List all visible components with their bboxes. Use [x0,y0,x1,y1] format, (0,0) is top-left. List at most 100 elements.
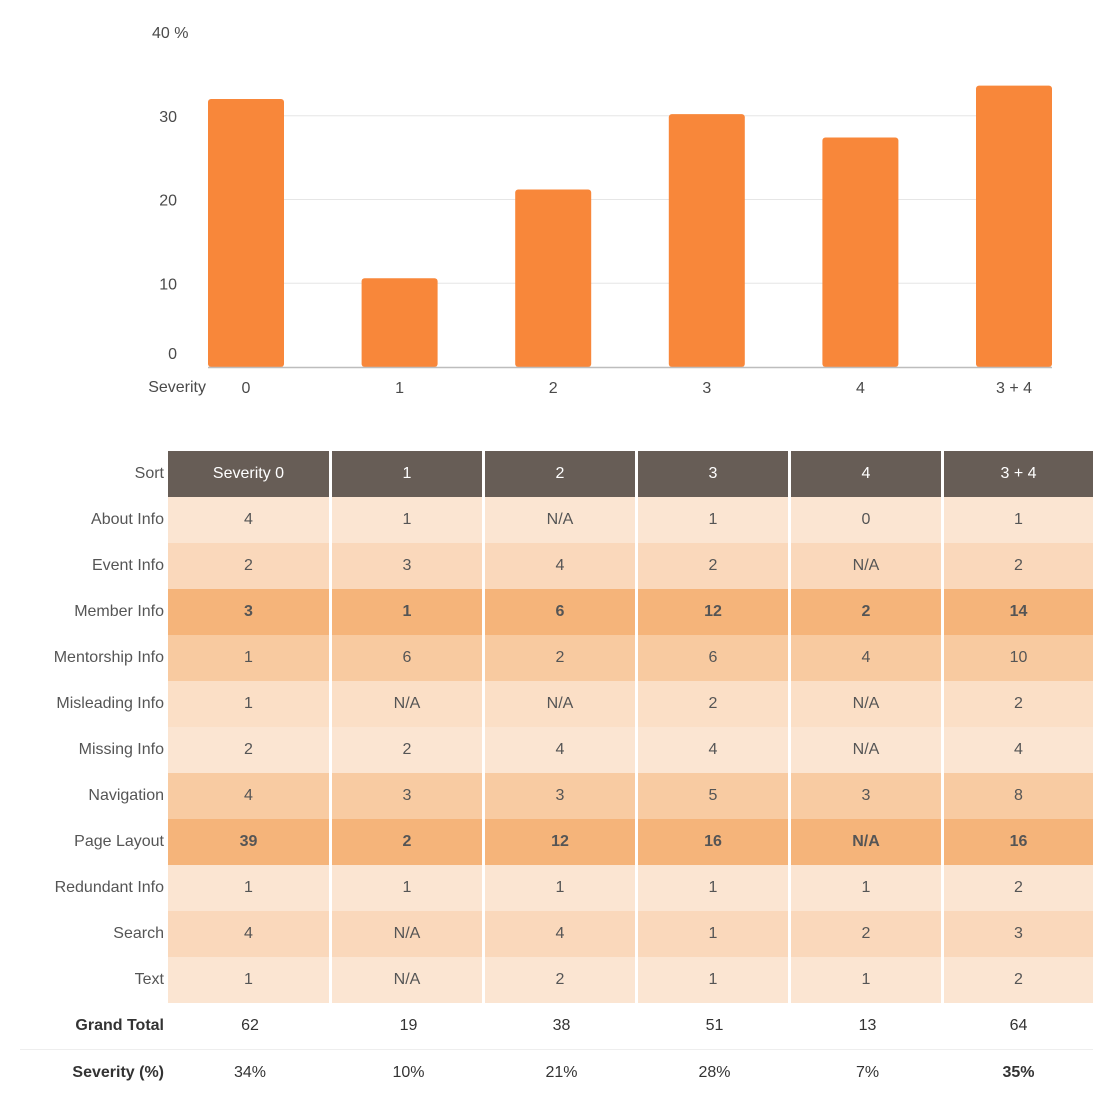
table-row: Event Info 2 3 4 2 N/A 2 [20,543,1093,589]
y-tick-label: 10 [159,276,177,293]
row-label: Member Info [74,603,164,620]
table-cell: 6 [332,635,485,681]
row-label: About Info [91,511,164,528]
table-row: Mentorship Info 1 6 2 6 4 10 [20,635,1093,681]
table-cell: 4 [485,543,638,589]
table-row: Text 1 N/A 2 1 1 2 [20,957,1093,1003]
table-cell: 2 [168,727,332,773]
x-tick-label: 0 [242,380,251,397]
row-label: Page Layout [74,833,164,850]
table-cell: 10 [944,635,1093,681]
table-cell: 3 [332,543,485,589]
table-cell: 3 [332,773,485,819]
grand-total-cell: 51 [638,1003,791,1050]
table-cell: 1 [332,865,485,911]
table-row: Misleading Info 1 N/A N/A 2 N/A 2 [20,681,1093,727]
row-label: Event Info [91,557,164,574]
table-cell: 2 [944,957,1093,1003]
x-tick-label: 2 [549,380,558,397]
table-row: Missing Info 2 2 4 4 N/A 4 [20,727,1093,773]
table-cell: 16 [638,819,791,865]
grand-total-row: Grand Total 62 19 38 51 13 64 [20,1003,1093,1050]
severity-bar-chart: 0 10 20 30 40 % Severity 0 1 2 3 4 3 + 4 [148,25,1052,397]
table-cell: 2 [332,727,485,773]
column-header[interactable]: 1 [332,451,485,497]
table-cell: 1 [638,957,791,1003]
table-cell: 1 [791,865,944,911]
table-cell: 1 [638,911,791,957]
row-label: Search [113,925,164,942]
column-header[interactable]: 3 + 4 [944,451,1093,497]
y-tick-label: 20 [159,193,177,210]
table-row: About Info 4 1 N/A 1 0 1 [20,497,1093,543]
table-cell: N/A [791,681,944,727]
table-cell: 1 [638,865,791,911]
table-cell: 14 [944,589,1093,635]
table-cell: 1 [168,865,332,911]
table-cell: 2 [791,911,944,957]
table-row: Search 4 N/A 4 1 2 3 [20,911,1093,957]
severity-percent-cell: 7% [791,1050,944,1096]
table-cell: 2 [485,957,638,1003]
table-row: Page Layout 39 2 12 16 N/A 16 [20,819,1093,865]
table-row: Navigation 4 3 3 5 3 8 [20,773,1093,819]
table-cell: 3 [944,911,1093,957]
table-cell: 2 [638,681,791,727]
table-cell: 0 [791,497,944,543]
row-label: Redundant Info [54,879,164,896]
table-cell: N/A [485,681,638,727]
grand-total-cell: 13 [791,1003,944,1050]
bar [515,189,592,367]
column-header[interactable]: Severity 0 [168,451,332,497]
table-cell: 39 [168,819,332,865]
x-tick-label: 4 [856,380,865,397]
table-cell: 2 [638,543,791,589]
bar [822,137,899,367]
table-cell: 8 [944,773,1093,819]
table-cell: 12 [638,589,791,635]
y-tick-label: 30 [159,109,177,126]
x-axis-label: Severity [148,379,206,396]
table-cell: N/A [332,957,485,1003]
grand-total-cell: 62 [168,1003,332,1050]
table-cell: 3 [168,589,332,635]
severity-percent-row: Severity (%) 34% 10% 21% 28% 7% 35% [20,1050,1093,1096]
table-cell: N/A [485,497,638,543]
table-cell: 4 [168,497,332,543]
severity-percent-cell: 28% [638,1050,791,1096]
chart-gridlines [208,115,1052,284]
x-axis-tick-labels: 0 1 2 3 4 3 + 4 [242,380,1033,397]
severity-percent-cell: 21% [485,1050,638,1096]
bar [361,278,438,367]
table-cell: 4 [168,911,332,957]
bar [976,85,1052,367]
y-tick-label: 40 % [152,25,188,42]
table-cell: N/A [791,727,944,773]
table-cell: 6 [638,635,791,681]
table-cell: 2 [944,543,1093,589]
column-header[interactable]: 2 [485,451,638,497]
table-cell: 4 [791,635,944,681]
bar [208,99,284,367]
table-row: Redundant Info 1 1 1 1 1 2 [20,865,1093,911]
table-cell: 2 [944,681,1093,727]
table-cell: 3 [791,773,944,819]
table-row: Member Info 3 1 6 12 2 14 [20,589,1093,635]
table-cell: 2 [332,819,485,865]
table-cell: 5 [638,773,791,819]
column-header[interactable]: 3 [638,451,791,497]
table-cell: 2 [791,589,944,635]
grand-total-cell: 38 [485,1003,638,1050]
row-label: Text [134,971,164,988]
grand-total-cell: 64 [944,1003,1093,1050]
grand-total-cell: 19 [332,1003,485,1050]
column-header[interactable]: 4 [791,451,944,497]
table-cell: 2 [168,543,332,589]
y-tick-label: 0 [168,346,177,363]
grand-total-label: Grand Total [20,1003,168,1050]
table-cell: 1 [944,497,1093,543]
table-cell: 2 [944,865,1093,911]
sort-label[interactable]: Sort [134,465,164,482]
